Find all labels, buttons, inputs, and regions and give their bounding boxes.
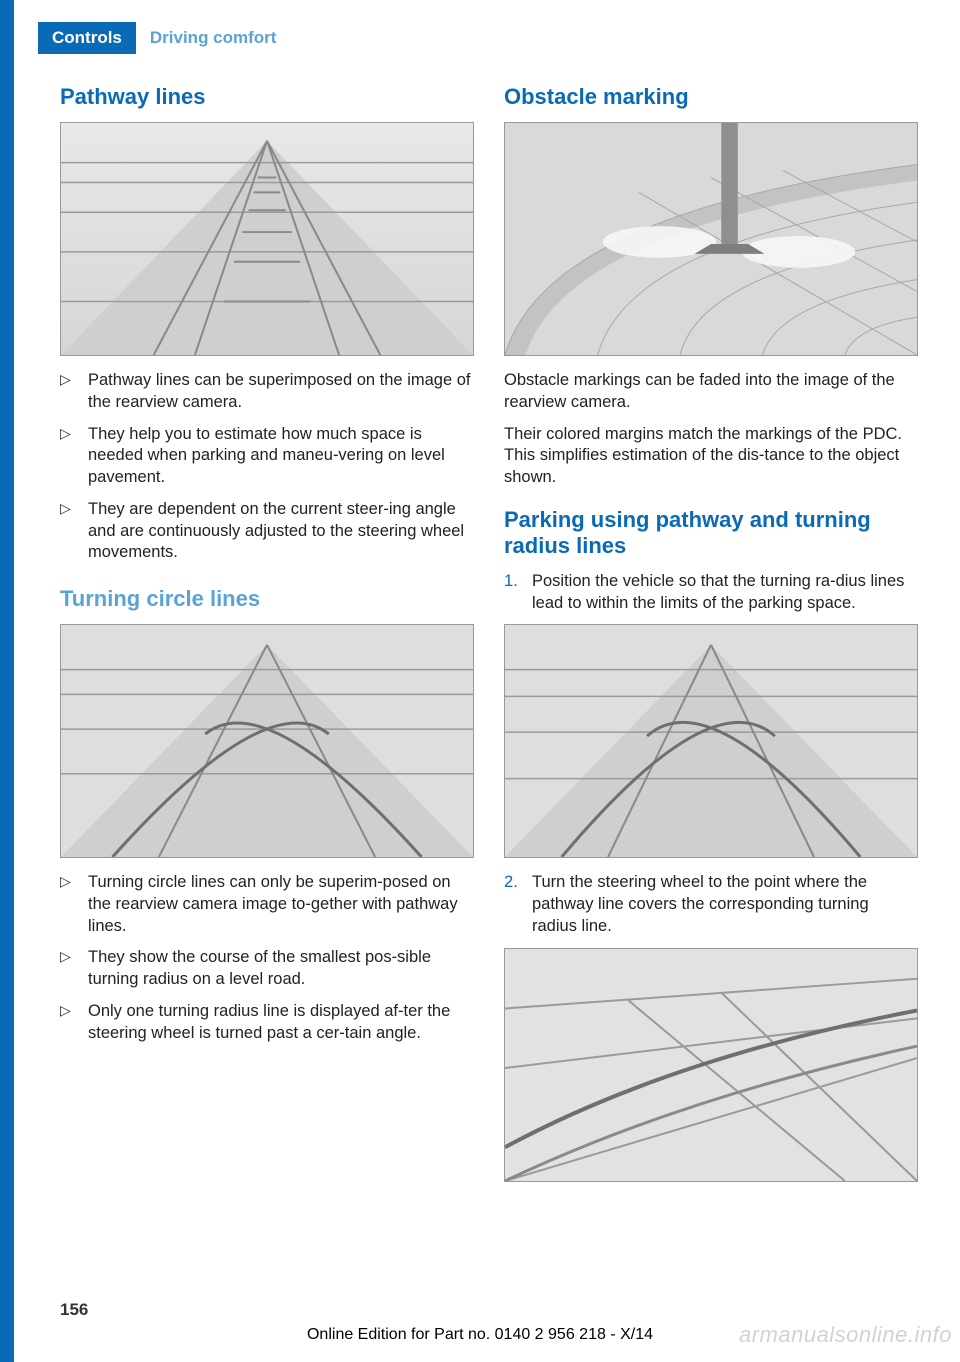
page-number: 156 (60, 1300, 88, 1320)
list-item: Turning circle lines can only be superim… (60, 872, 474, 937)
figure-obstacle (504, 122, 918, 356)
parking-steps: Position the vehicle so that the turning… (504, 571, 918, 615)
header-tab-secondary: Driving comfort (136, 22, 291, 54)
content-columns: Pathway lines (60, 80, 918, 1196)
figure-turning (60, 624, 474, 858)
heading-turning-circle: Turning circle lines (60, 586, 474, 612)
heading-pathway-lines: Pathway lines (60, 84, 474, 110)
parking-steps-2: Turn the steering wheel to the point whe… (504, 872, 918, 937)
turning-list: Turning circle lines can only be superim… (60, 872, 474, 1044)
list-item: Only one turning radius line is displaye… (60, 1001, 474, 1045)
list-item: They are dependent on the current steer‐… (60, 499, 474, 564)
pathway-list: Pathway lines can be superimposed on the… (60, 370, 474, 564)
figure-parking-2 (504, 948, 918, 1182)
list-item: They help you to estimate how much space… (60, 424, 474, 489)
heading-parking: Parking using pathway and turning radius… (504, 507, 918, 559)
heading-obstacle: Obstacle marking (504, 84, 918, 110)
right-column: Obstacle marking (504, 80, 918, 1196)
page-header: Controls Driving comfort (38, 22, 290, 54)
watermark: armanualsonline.info (739, 1322, 952, 1348)
page-edge (0, 0, 14, 1362)
figure-pathway (60, 122, 474, 356)
list-item: They show the course of the smallest pos… (60, 947, 474, 991)
figure-parking-1 (504, 624, 918, 858)
left-column: Pathway lines (60, 80, 474, 1196)
obstacle-paragraph-1: Obstacle markings can be faded into the … (504, 370, 918, 414)
obstacle-paragraph-2: Their colored margins match the markings… (504, 424, 918, 489)
list-item: Position the vehicle so that the turning… (504, 571, 918, 615)
header-tab-active: Controls (38, 22, 136, 54)
list-item: Turn the steering wheel to the point whe… (504, 872, 918, 937)
list-item: Pathway lines can be superimposed on the… (60, 370, 474, 414)
